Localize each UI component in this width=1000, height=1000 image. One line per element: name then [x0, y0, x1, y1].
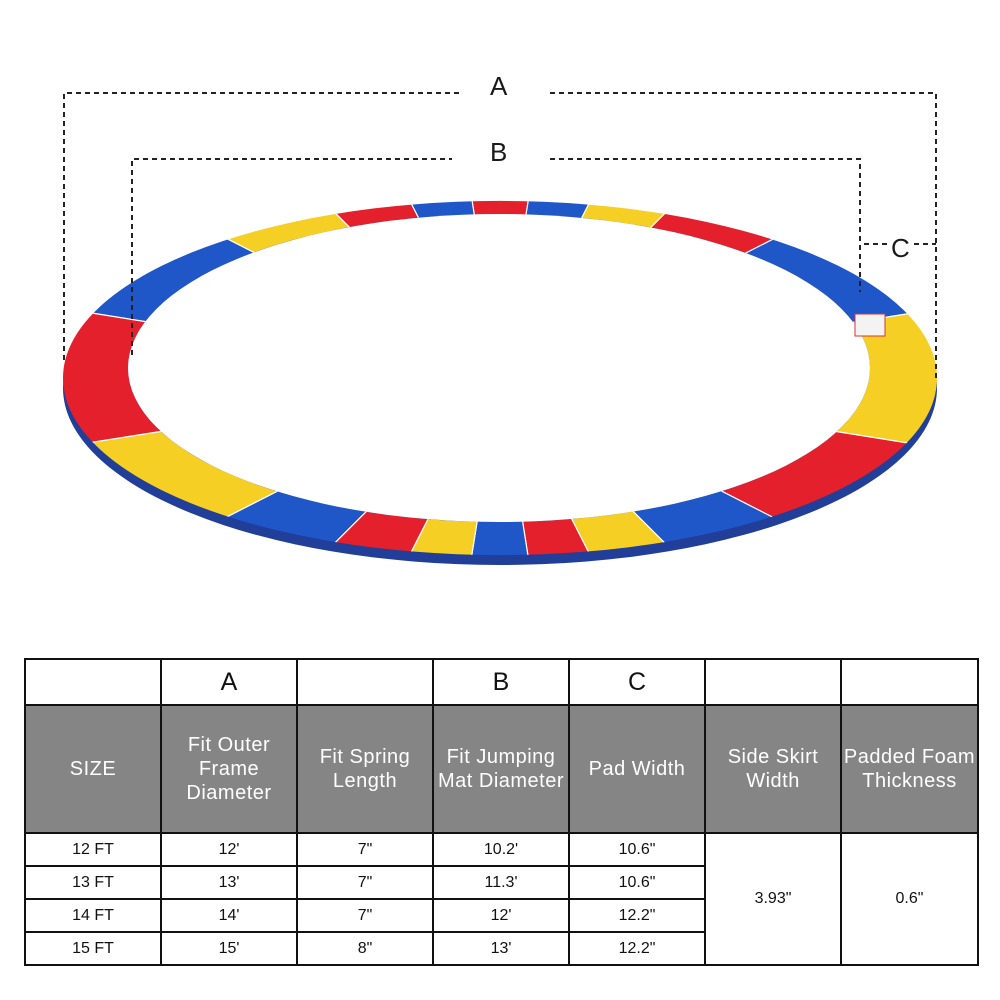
- cell-outer: 14': [160, 898, 298, 933]
- header-jumping-mat-diameter: Fit Jumping Mat Diameter: [432, 704, 570, 834]
- size-spec-table-container: A B C SIZE Fit Outer Frame Diameter Fit …: [24, 658, 979, 966]
- letter-cell: [24, 658, 162, 706]
- header-side-skirt-width: Side Skirt Width: [704, 704, 842, 834]
- cell-outer: 12': [160, 832, 298, 867]
- letter-cell: A: [160, 658, 298, 706]
- cell-spring: 7": [296, 865, 434, 900]
- cell-mat: 11.3': [432, 865, 570, 900]
- letter-cell: [296, 658, 434, 706]
- letter-cell: [704, 658, 842, 706]
- table-row: 13 FT 13' 7" 11.3' 10.6": [24, 865, 978, 900]
- dimension-lines: [63, 92, 937, 378]
- cell-outer: 15': [160, 931, 298, 966]
- dimension-label-a: A: [490, 71, 508, 101]
- letter-cell: [840, 658, 979, 706]
- letter-cell: C: [568, 658, 706, 706]
- dimension-b-left: [131, 158, 452, 355]
- dimension-label-b: B: [490, 137, 508, 167]
- header-outer-frame-diameter: Fit Outer Frame Diameter: [160, 704, 298, 834]
- cell-mat: 10.2': [432, 832, 570, 867]
- cell-pad: 10.6": [568, 865, 706, 900]
- trampoline-pad-illustration: A B C: [62, 71, 938, 565]
- dimension-letter-row: A B C: [24, 658, 979, 706]
- header-pad-width: Pad Width: [568, 704, 706, 834]
- header-size: SIZE: [24, 704, 162, 834]
- header-row: SIZE Fit Outer Frame Diameter Fit Spring…: [24, 704, 979, 834]
- trampoline-pad-drawing: [62, 92, 938, 565]
- table-row: 15 FT 15' 8" 13' 12.2": [24, 931, 978, 966]
- cell-outer: 13': [160, 865, 298, 900]
- cell-pad: 10.6": [568, 832, 706, 867]
- cell-foam-thickness: 0.6": [840, 832, 979, 966]
- cell-mat: 12': [432, 898, 570, 933]
- table-row: 12 FT 12' 7" 10.2' 10.6" 3.93" 0.6": [24, 832, 979, 966]
- cell-spring: 7": [296, 898, 434, 933]
- size-spec-table: A B C SIZE Fit Outer Frame Diameter Fit …: [24, 658, 979, 966]
- cell-size: 15 FT: [24, 931, 162, 966]
- cell-mat: 13': [432, 931, 570, 966]
- dimension-b-right: [550, 158, 861, 292]
- cell-size: 14 FT: [24, 898, 162, 933]
- header-foam-thickness: Padded Foam Thickness: [840, 704, 979, 834]
- cell-spring: 7": [296, 832, 434, 867]
- cell-spring: 8": [296, 931, 434, 966]
- dimension-label-c: C: [891, 233, 910, 263]
- table-row: 14 FT 14' 7" 12' 12.2": [24, 898, 978, 933]
- letter-cell: B: [432, 658, 570, 706]
- dimension-a-left: [63, 92, 460, 360]
- pad-tag: [854, 313, 886, 337]
- jumping-mat-area: [128, 214, 870, 522]
- cell-size: 12 FT: [24, 832, 162, 867]
- cell-pad: 12.2": [568, 898, 706, 933]
- dimension-a-right: [550, 92, 937, 378]
- cell-pad: 12.2": [568, 931, 706, 966]
- cell-size: 13 FT: [24, 865, 162, 900]
- cell-side-skirt-width: 3.93": [704, 832, 842, 966]
- header-spring-length: Fit Spring Length: [296, 704, 434, 834]
